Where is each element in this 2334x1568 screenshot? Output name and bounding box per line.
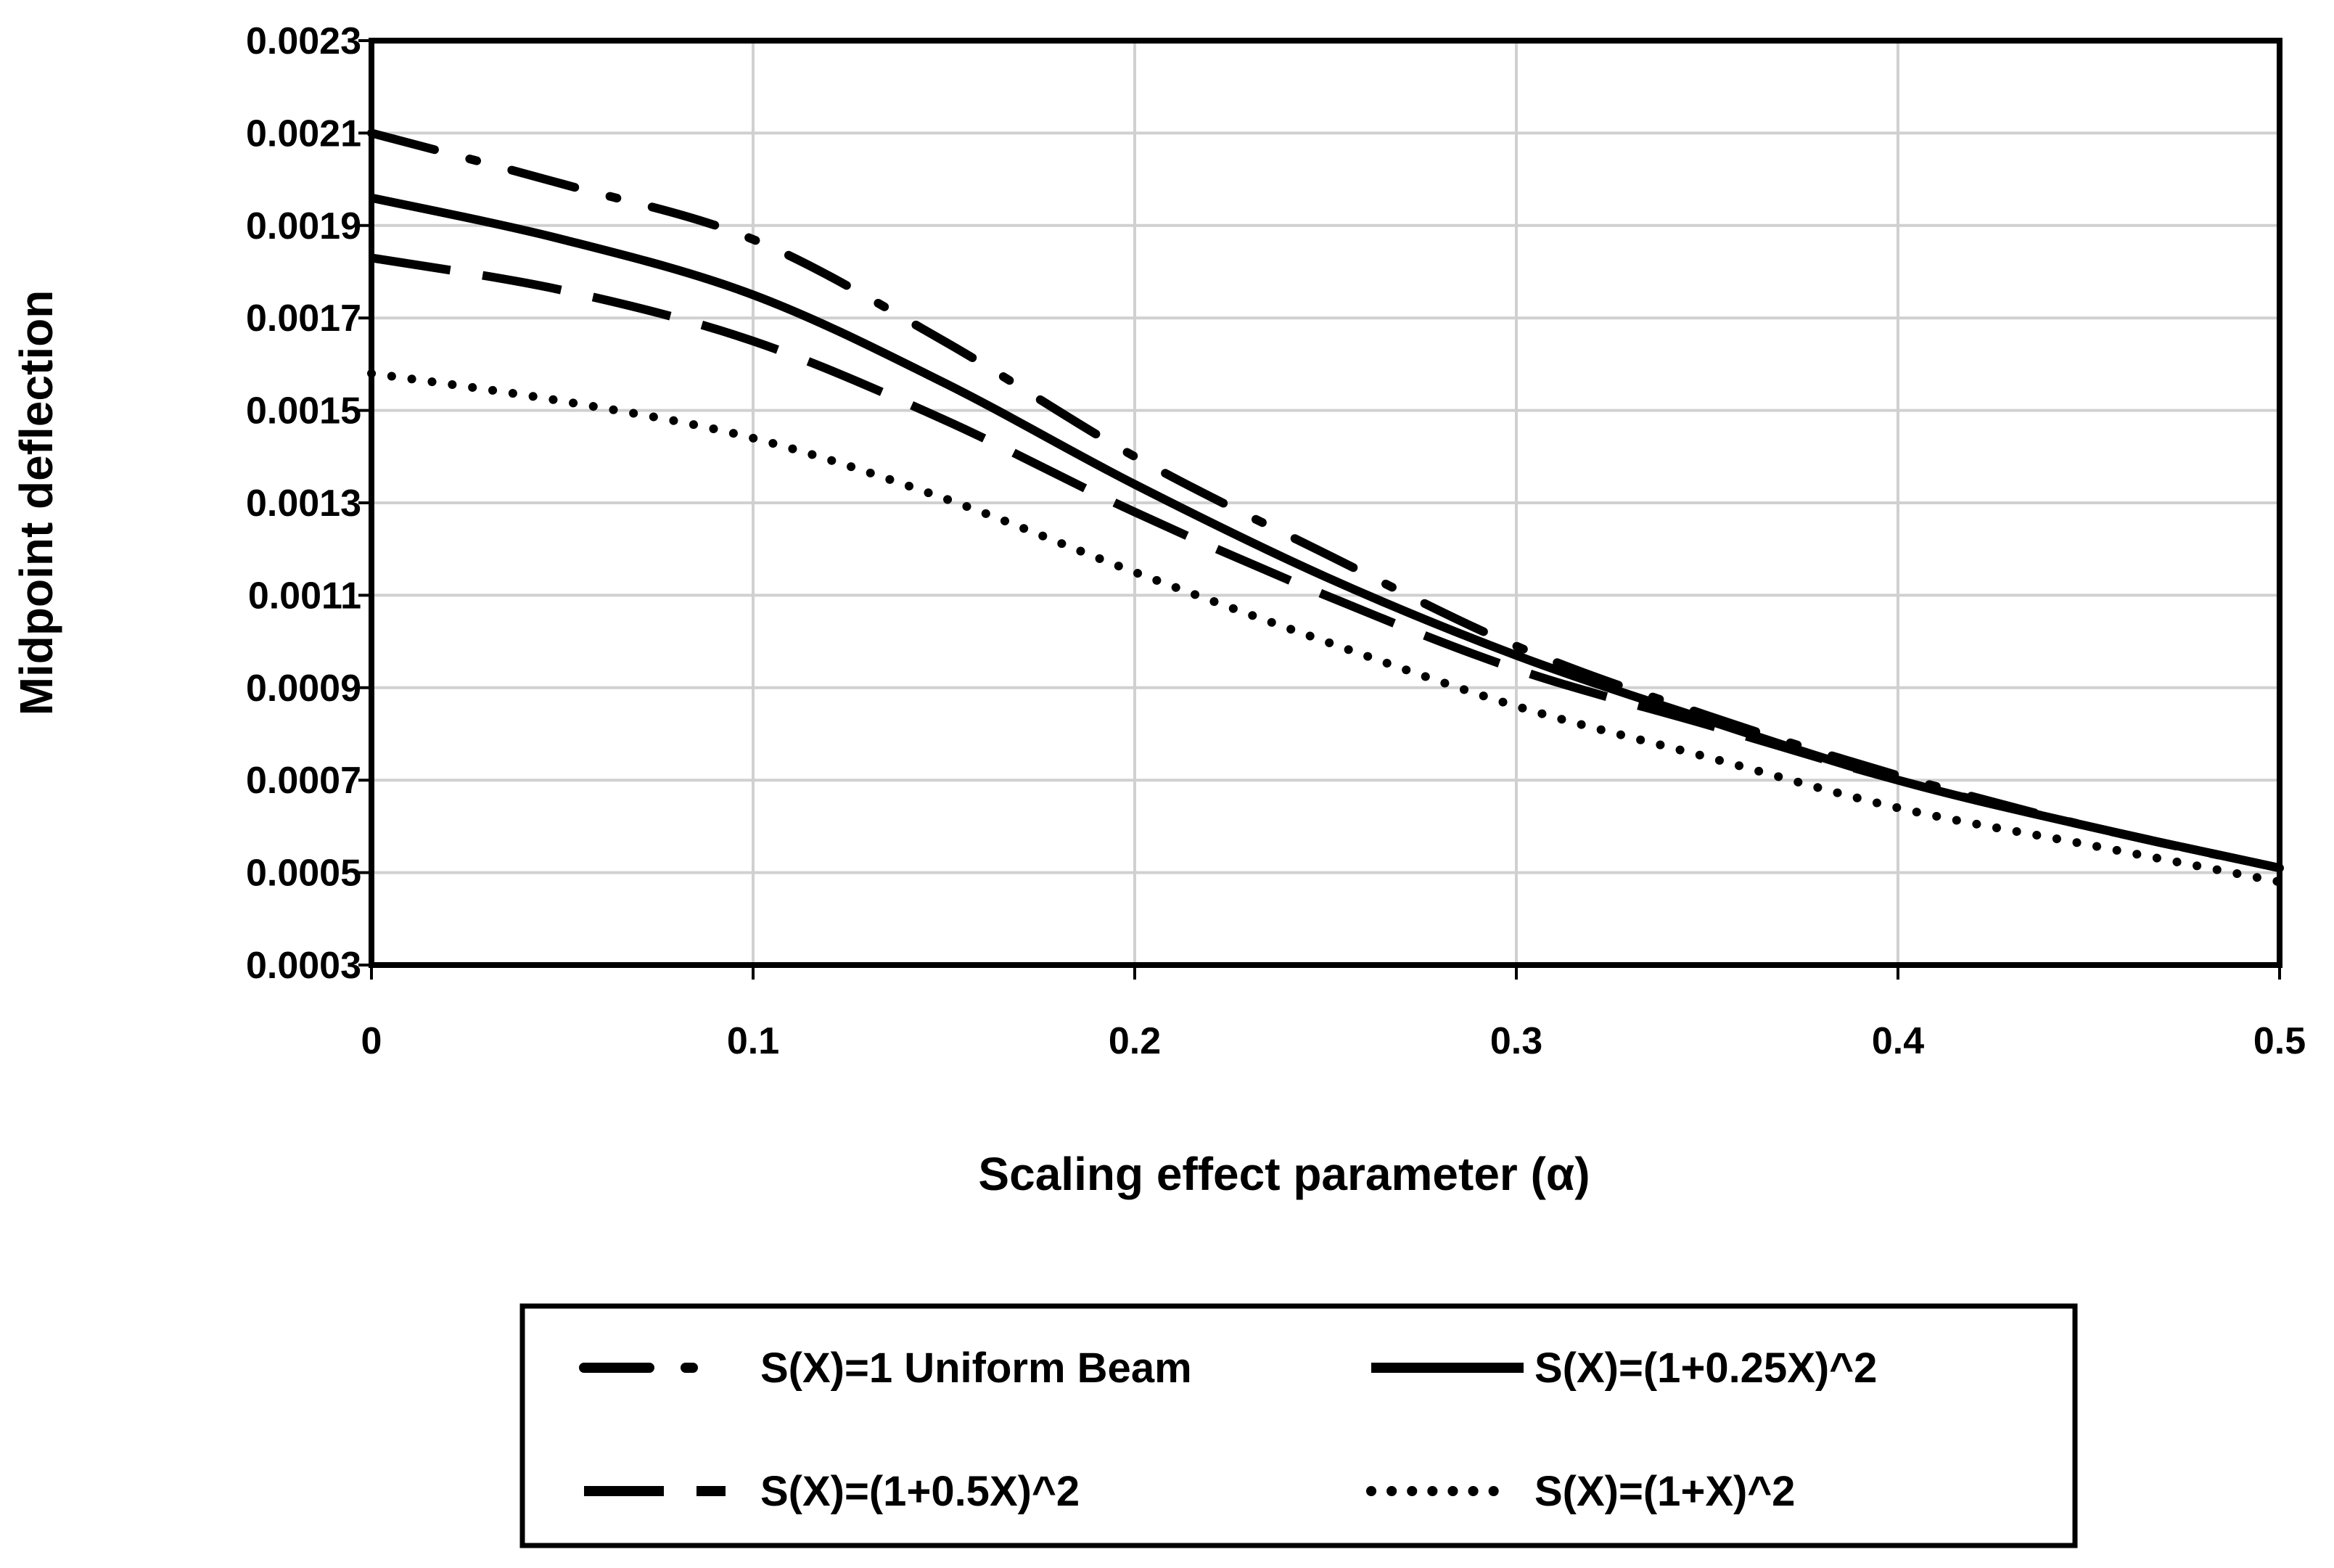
legend-box xyxy=(519,1303,2078,1548)
series-line-3 xyxy=(370,253,2281,873)
legend-label-3: S(X)=(1+0.5X)^2 xyxy=(760,1468,1080,1515)
y-tick-label: 0.0017 xyxy=(246,297,361,340)
x-tick-label: 0.3 xyxy=(1490,1020,1542,1062)
y-tick-label: 0.0007 xyxy=(246,760,361,802)
x-tick-label: 0 xyxy=(361,1020,382,1062)
x-tick-label: 0.1 xyxy=(727,1020,779,1062)
y-tick-label: 0.0013 xyxy=(246,483,361,525)
y-tick-label: 0.0015 xyxy=(246,390,361,432)
y-axis: 0.0003 0.0005 0.0007 0.0009 0.0011 0.0013 0.00… xyxy=(246,20,371,987)
x-axis-title: Scaling effect parameter (α) xyxy=(978,1148,1590,1200)
y-tick-label: 0.0021 xyxy=(246,112,361,155)
series-line-2 xyxy=(370,193,2281,873)
legend: S(X)=1 Uniform Beam S(X)=(1+0.25X)^2 S(X)=… xyxy=(519,1303,2078,1548)
y-tick-label: 0.0009 xyxy=(246,668,361,710)
series-line-1 xyxy=(367,128,2284,873)
y-tick-label: 0.0003 xyxy=(246,945,361,987)
x-tick-label: 0.2 xyxy=(1109,1020,1161,1062)
x-tick-label: 0.5 xyxy=(2253,1020,2306,1062)
legend-label-1: S(X)=1 Uniform Beam xyxy=(760,1345,1192,1392)
y-tick-label: 0.0023 xyxy=(246,20,361,62)
y-tick-label: 0.0005 xyxy=(246,853,361,895)
series-lines xyxy=(367,128,2284,887)
legend-label-4: S(X)=(1+X)^2 xyxy=(1534,1468,1795,1515)
y-tick-label: 0.0019 xyxy=(246,205,361,247)
legend-label-2: S(X)=(1+0.25X)^2 xyxy=(1534,1345,1877,1392)
x-axis: 0 0.1 0.2 0.3 0.4 0.5 xyxy=(361,965,2306,1062)
series-line-4 xyxy=(367,369,2284,887)
x-tick-label: 0.4 xyxy=(1872,1020,1924,1062)
y-axis-title: Midpoint deflection xyxy=(10,290,62,716)
y-tick-label: 0.0011 xyxy=(248,575,361,617)
